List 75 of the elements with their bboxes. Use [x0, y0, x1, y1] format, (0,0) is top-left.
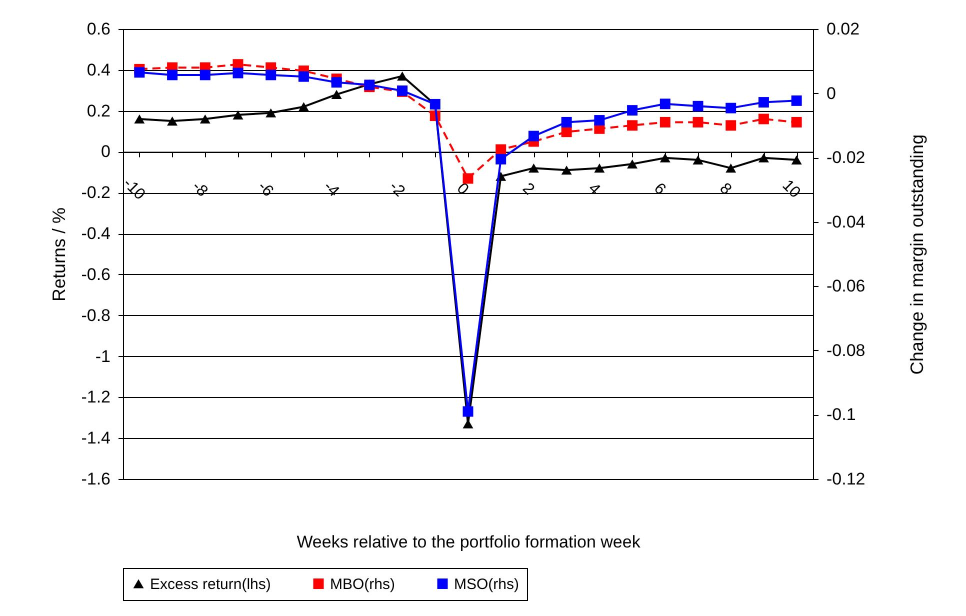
point [331, 77, 342, 88]
y2-tick-label: -0.08 [826, 340, 866, 360]
y-tick-label: 0.2 [86, 101, 110, 120]
point [200, 70, 210, 80]
y-tick-label: -1 [95, 346, 110, 366]
point [627, 105, 638, 116]
point [692, 116, 704, 128]
point [726, 102, 736, 114]
point [167, 70, 178, 80]
x-tick-label: 10 [778, 176, 804, 202]
point [726, 164, 736, 173]
point [758, 114, 769, 124]
point [134, 114, 145, 124]
y-tick-label: -1.6 [81, 470, 110, 488]
point [726, 120, 736, 131]
y-tick-label: -0.6 [81, 264, 110, 284]
x-tick-label: 2 [519, 180, 538, 198]
point [167, 116, 178, 126]
point [692, 100, 704, 112]
legend-label: MSO(rhs) [454, 576, 519, 593]
point [266, 108, 276, 118]
y2-tick-label: -0.1 [826, 405, 856, 424]
point [200, 114, 210, 124]
point [660, 153, 670, 162]
point [692, 155, 704, 164]
legend-label: Excess return(lhs) [150, 576, 271, 593]
y-tick-label: -1.2 [81, 388, 110, 407]
y2-tick-label: 0.02 [826, 20, 860, 38]
point [791, 155, 802, 164]
point [594, 164, 605, 173]
point [561, 126, 572, 138]
y2-tick-label: -0.12 [826, 470, 866, 488]
point [232, 110, 244, 120]
y-tick-label: -0.8 [81, 306, 110, 325]
point [660, 98, 670, 110]
point [331, 90, 342, 99]
point [528, 164, 539, 173]
point [758, 153, 769, 162]
point [266, 70, 276, 80]
y-tick-label: 0.6 [86, 20, 110, 38]
x-tick-label: -2 [386, 178, 408, 200]
x-tick-label: 0 [453, 180, 472, 198]
y-tick-label: 0.4 [86, 60, 110, 80]
y-tick-label: -1.4 [81, 428, 110, 448]
point [134, 67, 145, 78]
point [298, 102, 309, 112]
x-tick-label: 6 [650, 180, 669, 198]
point [496, 154, 506, 164]
point [660, 116, 670, 128]
y-tick-label: -0.2 [81, 183, 110, 202]
point [627, 120, 638, 131]
y-tick-label: -0.4 [81, 224, 110, 244]
y2-axis-title: Change in margin outstanding [907, 134, 928, 375]
y2-tick-label: 0 [826, 84, 836, 103]
y2-tick-label: -0.06 [826, 276, 866, 296]
point [462, 173, 474, 184]
point [561, 116, 572, 128]
point [397, 72, 408, 81]
y2-tick-label: -0.02 [826, 148, 866, 168]
y-tick-label: 0 [101, 142, 110, 162]
point [496, 144, 506, 155]
x-axis-title: Weeks relative to the portfolio formation week [296, 532, 641, 552]
y2-tick-label: -0.04 [826, 212, 866, 232]
point [298, 71, 309, 82]
point [462, 406, 474, 417]
point [561, 166, 572, 175]
point [594, 115, 605, 126]
y-axis-title: Returns / % [49, 207, 70, 302]
point [791, 95, 802, 106]
point [791, 116, 802, 128]
point [528, 130, 539, 142]
point [758, 97, 769, 108]
legend-label: MBO(rhs) [330, 576, 395, 593]
point [232, 68, 244, 78]
point [627, 159, 638, 169]
